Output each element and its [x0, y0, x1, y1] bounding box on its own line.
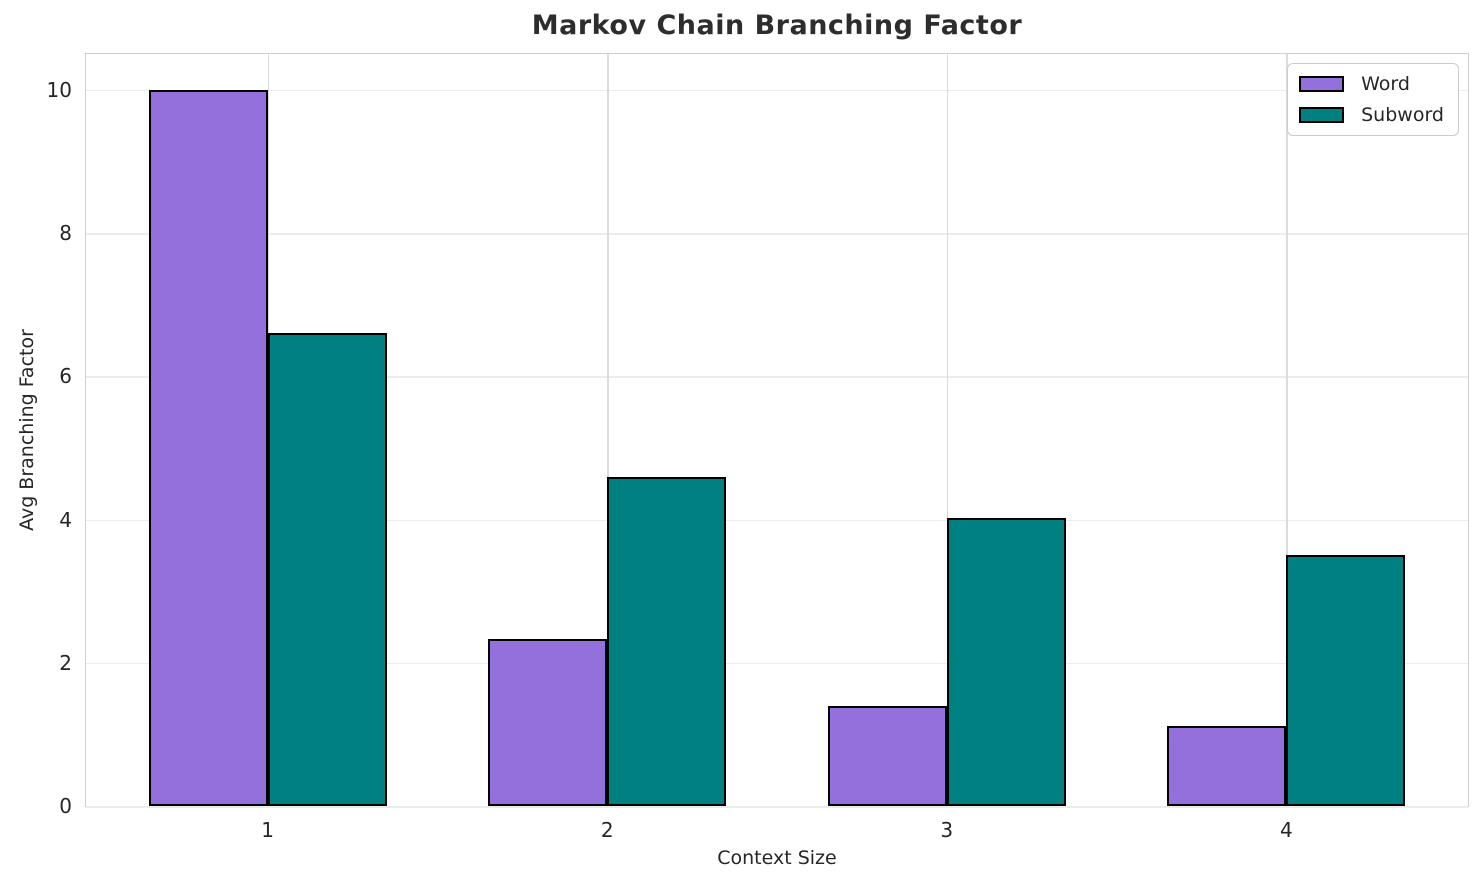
y-tick-label: 4: [59, 507, 72, 532]
y-gridline: [86, 376, 1468, 378]
chart-title: Markov Chain Branching Factor: [531, 10, 1023, 41]
x-tick-label: 2: [600, 818, 614, 842]
bar-subword-3: [946, 518, 1066, 806]
legend-label: Word: [1361, 73, 1410, 95]
bar-word-3: [827, 705, 947, 806]
bar-word-2: [488, 639, 608, 806]
x-tick-label: 4: [1279, 818, 1293, 842]
x-axis-label: Context Size: [717, 847, 837, 869]
legend-swatch-icon: [1299, 107, 1345, 123]
y-gridline: [86, 89, 1468, 92]
x-tick-label: 3: [940, 818, 954, 842]
x-tick-label: 1: [261, 818, 275, 842]
y-tick-label: 6: [59, 364, 72, 389]
y-tick-label: 2: [59, 650, 72, 675]
bar-subword-1: [267, 333, 387, 806]
y-tick-label: 10: [46, 77, 72, 102]
legend-item-word: Word: [1299, 73, 1444, 95]
y-tick-label: 0: [59, 794, 72, 818]
x-gridline: [946, 54, 949, 806]
y-gridline: [86, 233, 1468, 235]
bar-word-4: [1167, 725, 1287, 806]
legend: Word Subword: [1287, 63, 1459, 136]
bar-word-1: [148, 89, 268, 806]
y-gridline: [86, 519, 1468, 522]
legend-item-subword: Subword: [1299, 104, 1444, 126]
x-gridline: [1286, 54, 1288, 806]
y-gridline: [86, 806, 1468, 808]
legend-label: Subword: [1361, 104, 1444, 126]
bar-subword-4: [1286, 555, 1406, 806]
legend-swatch-icon: [1299, 76, 1345, 92]
y-axis-label: Avg Branching Factor: [16, 329, 38, 531]
x-gridline: [607, 54, 609, 806]
bar-subword-2: [607, 476, 727, 806]
y-gridline: [86, 662, 1468, 665]
y-tick-label: 8: [59, 221, 72, 246]
